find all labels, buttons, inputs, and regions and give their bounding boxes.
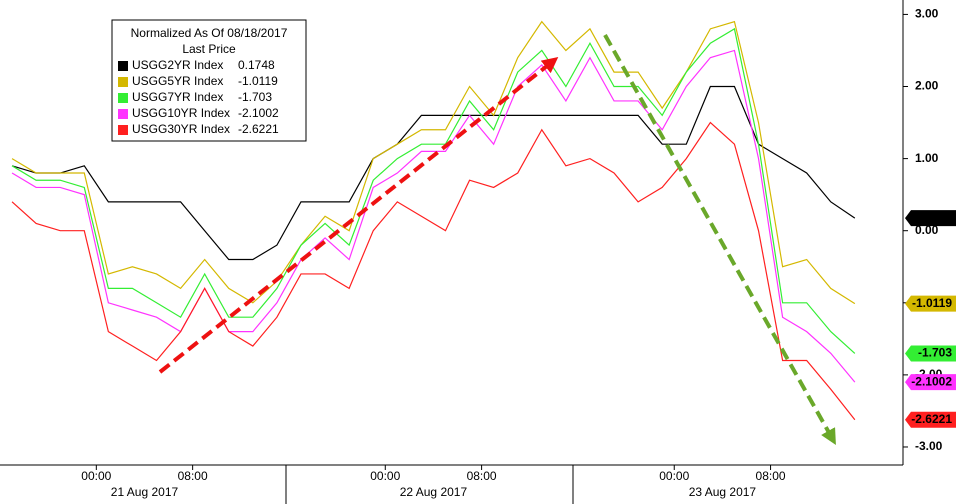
last-value-label: -1.0119 <box>912 296 952 310</box>
y-tick-label: -3.00 <box>915 439 943 453</box>
legend: Normalized As Of 08/18/2017 Last Price U… <box>111 19 307 142</box>
legend-swatch <box>118 61 128 71</box>
x-date-label: 21 Aug 2017 <box>111 485 179 499</box>
legend-box <box>111 19 307 142</box>
legend-swatch <box>118 125 128 135</box>
legend-title: Normalized As Of 08/18/2017 <box>131 26 288 40</box>
legend-value: -1.0119 <box>238 74 278 88</box>
last-value-label: -1.703 <box>918 346 952 360</box>
y-tick-label: 2.00 <box>915 79 939 93</box>
legend-value: 0.1748 <box>238 58 275 72</box>
y-tick-label: 1.00 <box>915 151 939 165</box>
series-line <box>11 20 856 305</box>
legend-swatch <box>118 77 128 87</box>
x-date-label: 22 Aug 2017 <box>400 485 468 499</box>
x-tick-label: 00:00 <box>81 469 111 483</box>
last-value-label: 0.1748 <box>915 210 952 224</box>
x-tick-label: 08:00 <box>178 469 208 483</box>
last-value-tag <box>905 374 956 391</box>
legend-value: -1.703 <box>238 90 272 104</box>
trend-arrow-down <box>603 34 836 445</box>
last-value-tag <box>905 411 956 428</box>
series-line <box>11 27 856 354</box>
last-value-label: -2.1002 <box>911 374 952 388</box>
x-tick-label: 00:00 <box>370 469 400 483</box>
x-date-label: 23 Aug 2017 <box>689 485 757 499</box>
legend-subtitle: Last Price <box>182 42 236 56</box>
series-line <box>11 121 856 421</box>
legend-label: USGG30YR Index <box>132 122 230 136</box>
legend-swatch <box>118 109 128 119</box>
last-value-tag <box>905 345 956 362</box>
series-line <box>11 85 856 261</box>
legend-value: -2.6221 <box>238 122 279 136</box>
legend-label: USGG5YR Index <box>132 74 223 88</box>
last-value-label: -2.6221 <box>911 412 952 426</box>
legend-label: USGG7YR Index <box>132 90 223 104</box>
legend-value: -2.1002 <box>238 106 279 120</box>
trend-arrow-up <box>158 57 559 374</box>
y-tick-label: 0.00 <box>915 223 939 237</box>
x-tick-label: 00:00 <box>659 469 689 483</box>
legend-label: USGG2YR Index <box>132 58 223 72</box>
legend-swatch <box>118 93 128 103</box>
last-value-tag <box>905 210 956 227</box>
plot-area <box>11 20 856 421</box>
y-tick-label: 3.00 <box>915 7 939 21</box>
last-value-tag <box>905 295 956 312</box>
legend-label: USGG10YR Index <box>132 106 230 120</box>
x-tick-label: 08:00 <box>756 469 786 483</box>
series-line <box>11 49 856 383</box>
x-tick-label: 08:00 <box>467 469 497 483</box>
